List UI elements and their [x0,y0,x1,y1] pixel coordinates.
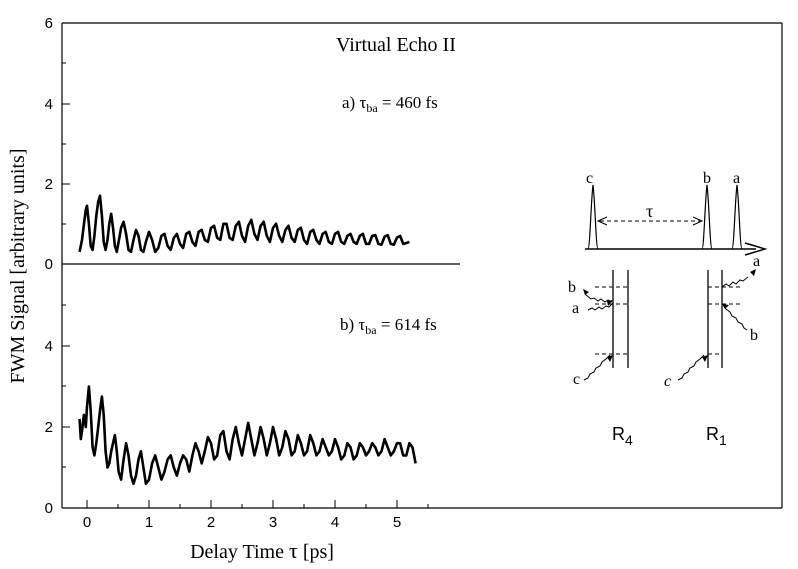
panel-b-annotation: b) τba = 614 fs [340,315,437,337]
r4-label-b: b [568,279,576,296]
x-axis-label: Delay Time τ [ps] [190,538,334,563]
inset-arrowhead [744,242,768,256]
r1-label-c: c [664,373,671,390]
pulse-label-c: c [586,170,593,187]
r4-wave-b [584,293,613,303]
inset-pulse-labels: c b a τ [586,170,740,221]
ytick-a-0: 0 [45,256,53,273]
inset-pulse-sequence [585,184,768,256]
r1-label-b: b [750,327,758,344]
r1-labels: a b c [664,253,760,390]
tau-arrow-left [596,216,608,226]
pulse-b [701,184,713,250]
r4-wave-a [587,302,614,311]
pulse-a [731,184,743,250]
panel-a-value: 460 fs [396,93,438,112]
panel-a-tau-sub: ba [366,101,378,115]
panel-b-equals: = [377,315,395,334]
r1-label-a: a [753,253,760,270]
tau-label: τ [646,201,653,221]
ytick-b-4: 4 [45,338,53,355]
pulse-label-b: b [703,170,711,187]
xtick-label-0: 0 [83,514,91,531]
r4-label-a: a [572,300,579,317]
y-ticks-panel-a [62,22,70,265]
r1-arrow-a [750,269,756,276]
pulse-c [587,184,599,250]
r1-arrow-b [722,304,729,309]
x-axis-label-unit: [ps] [298,541,334,563]
r4-wave-c [583,354,611,381]
r1-diagram [677,269,756,381]
x-tick-labels: 0 1 2 3 4 5 [83,514,401,531]
xtick-label-4: 4 [331,514,339,531]
x-axis-label-tau: τ [289,538,298,563]
chart-title: Virtual Echo II [336,34,456,56]
r1-wave-a [721,276,749,288]
ytick-a-4: 4 [45,96,53,113]
pulse-label-a: a [733,170,740,187]
r4-title: R4 [612,424,633,448]
r4-labels: b a c [568,279,580,388]
r4-arrow-c [607,355,613,362]
trace-panel-b [78,385,417,485]
r4-arrow-b [583,289,589,295]
xtick-label-3: 3 [269,514,277,531]
panel-a-label: a) [342,93,355,112]
r4-arrow-a [607,300,613,306]
tau-arrow-right [692,216,704,226]
panel-a-annotation: a) τba = 460 fs [342,93,438,115]
panel-b-value: 614 fs [395,315,437,334]
panel-b-label: b) [340,315,354,334]
r4-label-c: c [573,371,580,388]
ytick-b-0: 0 [45,500,53,517]
trace-panel-a [78,194,410,254]
r1-wave-b [723,305,748,331]
panel-a-tau: τ [359,93,366,112]
r1-wave-c [677,354,705,381]
r1-title: R1 [706,424,727,448]
ytick-a-2: 2 [45,176,53,193]
panel-b-tau: τ [358,315,365,334]
panel-b-tau-sub: ba [365,323,377,337]
xtick-label-2: 2 [207,514,215,531]
r1-arrow-c [702,355,708,362]
y-tick-labels: 6 4 2 0 4 2 0 [45,15,53,517]
xtick-label-1: 1 [145,514,153,531]
ytick-b-2: 2 [45,419,53,436]
y-axis-label: FWM Signal [arbitrary units] [7,149,29,384]
xtick-label-5: 5 [393,514,401,531]
panel-a-equals: = [378,93,396,112]
y-ticks-panel-b [62,304,70,509]
x-ticks [86,500,429,508]
r4-diagram [583,270,629,381]
ytick-a-6: 6 [45,15,53,32]
x-axis-label-main: Delay Time [190,541,289,563]
